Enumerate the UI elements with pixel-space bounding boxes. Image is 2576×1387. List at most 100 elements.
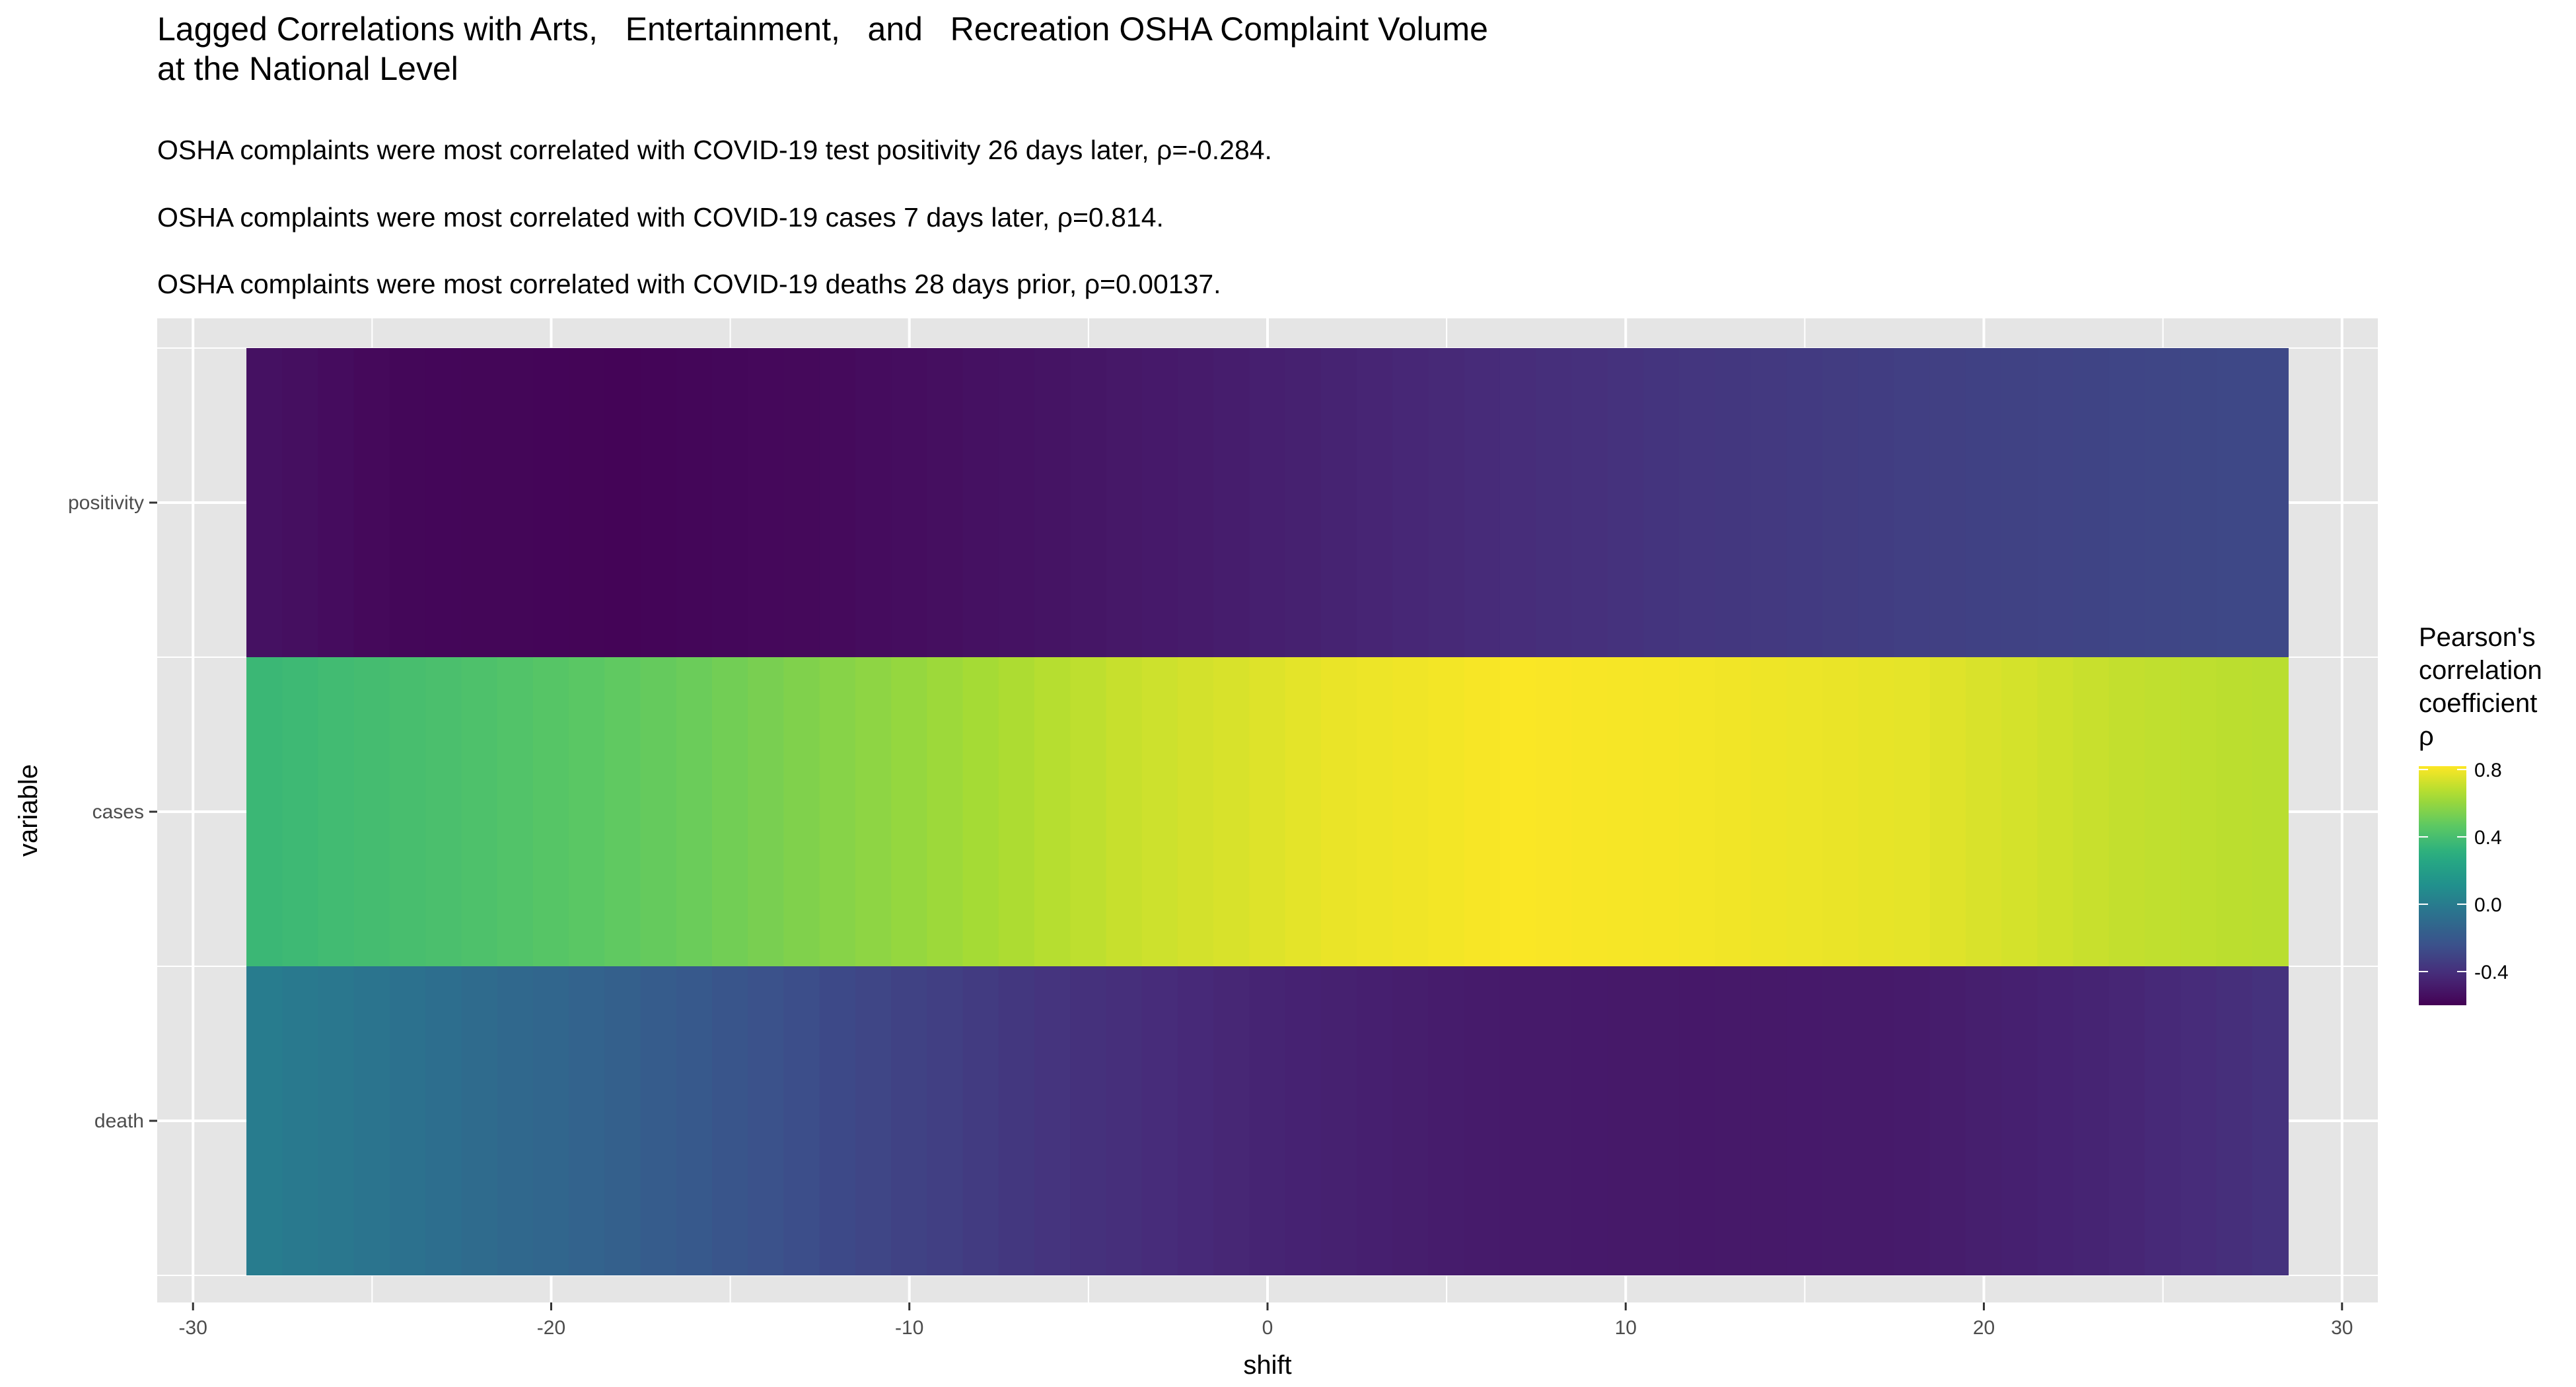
y-axis: positivity cases death <box>68 492 157 1132</box>
heatmap-tile-cases <box>1715 657 1752 966</box>
heatmap-tile-cases <box>1750 657 1787 966</box>
heatmap-tile-death <box>962 966 999 1275</box>
heatmap-tile-positivity <box>2145 348 2182 657</box>
heatmap-tile-cases <box>676 657 713 966</box>
heatmap-tile-death <box>604 966 641 1275</box>
heatmap-tile-death <box>1141 966 1178 1275</box>
heatmap-tile-death <box>1858 966 1895 1275</box>
heatmap-tile-positivity <box>2073 348 2110 657</box>
heatmap-tile-cases <box>1571 657 1608 966</box>
x-tick-label: -10 <box>895 1317 923 1339</box>
heatmap-tile-cases <box>1070 657 1107 966</box>
heatmap-tile-positivity <box>1249 348 1286 657</box>
heatmap-tile-cases <box>389 657 427 966</box>
heatmap-tile-positivity <box>1750 348 1787 657</box>
legend-colorbar <box>2419 766 2466 1005</box>
heatmap-tile-cases <box>1679 657 1716 966</box>
heatmap-tile-positivity <box>425 348 462 657</box>
heatmap-tile-cases <box>1965 657 2003 966</box>
heatmap-tile-death <box>1822 966 1859 1275</box>
legend-title-line: ρ <box>2419 722 2434 751</box>
heatmap-tile-positivity <box>927 348 964 657</box>
heatmap-tile-cases <box>1213 657 1250 966</box>
heatmap-tile-death <box>1285 966 1322 1275</box>
heatmap-tile-positivity <box>1607 348 1644 657</box>
heatmap-tile-positivity <box>246 348 283 657</box>
heatmap-tile-cases <box>2108 657 2146 966</box>
heatmap-tile-positivity <box>748 348 785 657</box>
heatmap-tile-positivity <box>1464 348 1501 657</box>
x-tick-label: -20 <box>537 1317 565 1339</box>
heatmap-tile-positivity <box>1285 348 1322 657</box>
heatmap-tile-positivity <box>1822 348 1859 657</box>
heatmap-tile-cases <box>2216 657 2253 966</box>
heatmap-tile-positivity <box>1499 348 1537 657</box>
heatmap-tile-positivity <box>1357 348 1394 657</box>
heatmap-tile-death <box>1070 966 1107 1275</box>
heatmap-tile-death <box>676 966 713 1275</box>
heatmap-tile-cases <box>461 657 498 966</box>
heatmap-tile-cases <box>1894 657 1931 966</box>
heatmap-tile-death <box>748 966 785 1275</box>
heatmap-tile-death <box>532 966 570 1275</box>
heatmap-tile-death <box>2180 966 2217 1275</box>
heatmap-tile-cases <box>1249 657 1286 966</box>
heatmap-tile-cases <box>497 657 534 966</box>
heatmap-tile-positivity <box>1786 348 1823 657</box>
heatmap-tile-cases <box>891 657 928 966</box>
heatmap-tile-cases <box>2145 657 2182 966</box>
heatmap-tile-cases <box>640 657 677 966</box>
heatmap-tile-death <box>1750 966 1787 1275</box>
heatmap-tile-death <box>783 966 820 1275</box>
heatmap-tile-cases <box>246 657 283 966</box>
heatmap-tile-positivity <box>1213 348 1250 657</box>
heatmap-tile-death <box>1392 966 1429 1275</box>
subtitle-death: OSHA complaints were most correlated wit… <box>157 269 1221 299</box>
heatmap-tile-death <box>246 966 283 1275</box>
x-axis: -30 -20 -10 0 10 20 30 <box>179 1302 2353 1339</box>
heatmap-tile-death <box>1106 966 1143 1275</box>
heatmap-tile-cases <box>569 657 606 966</box>
heatmap-tile-death <box>819 966 856 1275</box>
heatmap-tile-positivity <box>604 348 641 657</box>
heatmap-tile-cases <box>712 657 749 966</box>
heatmap-tiles <box>246 348 2289 1275</box>
heatmap-tile-positivity <box>1177 348 1215 657</box>
heatmap-tile-positivity <box>819 348 856 657</box>
heatmap-tile-cases <box>1822 657 1859 966</box>
heatmap-tile-death <box>1464 966 1501 1275</box>
heatmap-tile-cases <box>1285 657 1322 966</box>
heatmap-tile-cases <box>353 657 390 966</box>
heatmap-tile-positivity <box>1320 348 1358 657</box>
heatmap-tile-positivity <box>640 348 677 657</box>
heatmap-tile-death <box>1499 966 1537 1275</box>
heatmap-tile-death <box>461 966 498 1275</box>
heatmap-tile-positivity <box>1141 348 1178 657</box>
heatmap-tile-positivity <box>1392 348 1429 657</box>
legend-ticks: 0.8 0.4 0.0 -0.4 <box>2419 760 2509 983</box>
heatmap-tile-death <box>2037 966 2074 1275</box>
heatmap-tile-death <box>1679 966 1716 1275</box>
heatmap-tile-death <box>1715 966 1752 1275</box>
heatmap-tile-cases <box>425 657 462 966</box>
heatmap-tile-death <box>2252 966 2289 1275</box>
heatmap-tile-positivity <box>461 348 498 657</box>
heatmap-tile-death <box>855 966 892 1275</box>
heatmap-tile-cases <box>2252 657 2289 966</box>
legend-tick-label: 0.4 <box>2474 827 2502 849</box>
subtitle-cases: OSHA complaints were most correlated wit… <box>157 202 1164 232</box>
heatmap-tile-death <box>1965 966 2003 1275</box>
heatmap-tile-positivity <box>1106 348 1143 657</box>
heatmap-tile-cases <box>1141 657 1178 966</box>
heatmap-tile-death <box>1177 966 1215 1275</box>
heatmap-tile-positivity <box>1679 348 1716 657</box>
heatmap-tile-positivity <box>2216 348 2253 657</box>
heatmap-tile-death <box>425 966 462 1275</box>
legend-tick-label: 0.0 <box>2474 894 2502 916</box>
heatmap-tile-death <box>2216 966 2253 1275</box>
heatmap-tile-cases <box>1392 657 1429 966</box>
heatmap-tile-death <box>2073 966 2110 1275</box>
heatmap-tile-cases <box>2180 657 2217 966</box>
heatmap-tile-positivity <box>676 348 713 657</box>
